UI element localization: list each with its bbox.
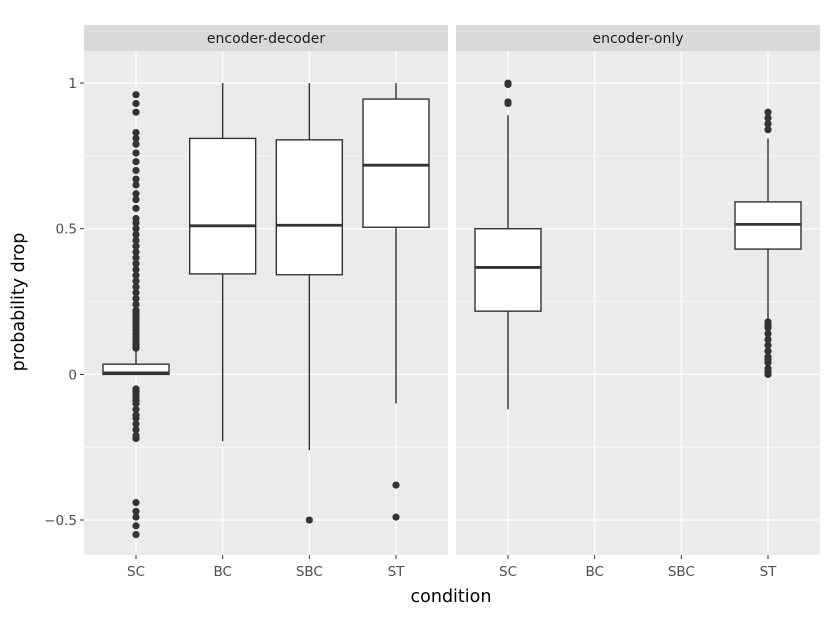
facet-strip-label: encoder-only bbox=[592, 31, 683, 47]
outlier-point bbox=[132, 254, 140, 262]
x-tick-label: SC bbox=[127, 564, 145, 580]
outlier-point bbox=[132, 271, 140, 279]
outlier-point bbox=[132, 108, 140, 116]
outlier-point bbox=[132, 531, 140, 539]
outlier-point bbox=[132, 277, 140, 285]
outlier-point bbox=[132, 242, 140, 250]
outlier-point bbox=[132, 498, 140, 507]
outlier-point bbox=[764, 359, 772, 367]
x-axis-title: condition bbox=[411, 587, 492, 607]
outlier-point bbox=[764, 108, 772, 116]
outlier-point bbox=[132, 405, 140, 413]
outlier-point bbox=[132, 99, 140, 108]
outlier-point bbox=[504, 79, 512, 87]
outlier-point bbox=[764, 341, 772, 349]
outlier-point bbox=[392, 513, 400, 521]
outlier-point bbox=[764, 329, 772, 338]
outlier-point bbox=[132, 414, 140, 422]
box-iqr bbox=[362, 98, 430, 228]
y-tick-label: 1 bbox=[68, 76, 77, 92]
outlier-point bbox=[132, 507, 140, 515]
outlier-point bbox=[764, 347, 772, 355]
x-tick-label: SBC bbox=[296, 564, 323, 580]
outlier-point bbox=[764, 120, 772, 128]
y-tick-label: −0.5 bbox=[44, 513, 77, 529]
outlier-point bbox=[132, 306, 140, 314]
outlier-point bbox=[504, 98, 512, 106]
outlier-point bbox=[764, 126, 772, 134]
facet-strip bbox=[456, 25, 820, 51]
outlier-point bbox=[132, 140, 140, 148]
outlier-point bbox=[132, 283, 140, 291]
facet-strip bbox=[84, 25, 448, 51]
outlier-point bbox=[132, 300, 140, 309]
facet-strip-label: encoder-decoder bbox=[207, 31, 325, 47]
outlier-point bbox=[132, 260, 140, 268]
marks-layer bbox=[102, 79, 802, 539]
x-tick-label: SBC bbox=[668, 564, 695, 580]
outlier-point bbox=[764, 370, 772, 378]
outlier-point bbox=[132, 289, 140, 297]
outlier-point bbox=[132, 248, 140, 256]
outlier-point bbox=[132, 426, 140, 434]
outlier-point bbox=[305, 516, 313, 524]
outlier-point bbox=[132, 230, 140, 239]
outlier-point bbox=[132, 91, 140, 99]
outlier-point bbox=[132, 195, 140, 204]
box-iqr bbox=[474, 228, 542, 312]
box-iqr bbox=[188, 137, 257, 275]
x-tick-label: SC bbox=[499, 564, 517, 580]
outlier-point bbox=[764, 335, 772, 344]
text-layer: encoder-decoder SC BC SBC ST encoder-only SC BC… bbox=[44, 31, 777, 580]
outlier-point bbox=[132, 295, 140, 303]
y-tick-label: 0.5 bbox=[56, 222, 77, 238]
outlier-point bbox=[132, 420, 140, 428]
outlier-point bbox=[132, 190, 140, 198]
outlier-point bbox=[392, 481, 400, 489]
outlier-point bbox=[132, 204, 140, 212]
x-tick-label: BC bbox=[213, 564, 231, 580]
outlier-point bbox=[132, 399, 140, 408]
x-tick-label: ST bbox=[760, 564, 778, 580]
outlier-point bbox=[764, 114, 772, 122]
x-tick-label: ST bbox=[388, 564, 406, 580]
y-axis-title: probability drop bbox=[9, 233, 29, 372]
outlier-point bbox=[132, 158, 140, 166]
box-iqr bbox=[102, 363, 170, 376]
outlier-point bbox=[132, 236, 140, 244]
outlier-point bbox=[132, 149, 140, 157]
outlier-point bbox=[132, 175, 140, 183]
outlier-point bbox=[132, 128, 140, 137]
outlier-point bbox=[132, 434, 140, 443]
outlier-point bbox=[132, 265, 140, 274]
box-iqr bbox=[275, 139, 344, 276]
panels-layer bbox=[80, 25, 820, 559]
outlier-point bbox=[132, 214, 140, 223]
outlier-point bbox=[132, 166, 140, 175]
outlier-point bbox=[132, 134, 140, 142]
x-tick-label: BC bbox=[585, 564, 603, 580]
outlier-point bbox=[132, 522, 140, 530]
outlier-point bbox=[132, 181, 140, 189]
outlier-point bbox=[764, 324, 772, 332]
outlier-point bbox=[132, 513, 140, 521]
y-tick-label: 0 bbox=[68, 367, 77, 383]
outlier-point bbox=[132, 225, 140, 233]
